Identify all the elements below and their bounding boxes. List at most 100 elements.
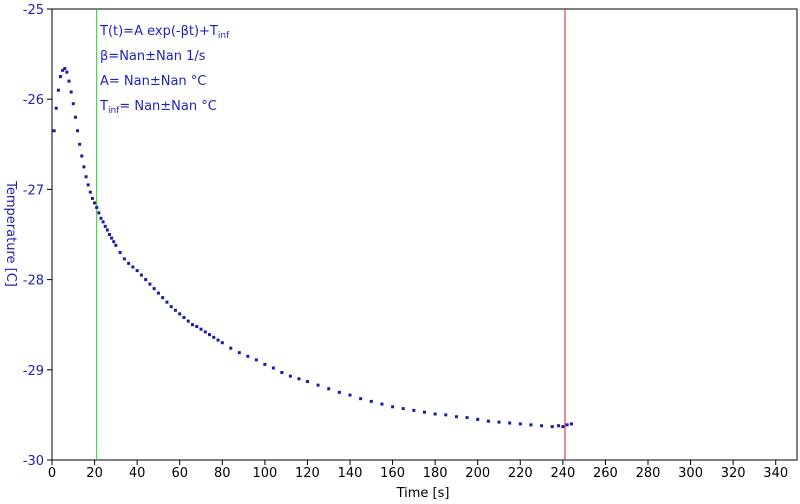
data-point [82, 165, 86, 169]
data-point [88, 190, 92, 194]
y-tick-label: -27 [23, 183, 44, 198]
data-point [67, 79, 71, 83]
data-point [423, 410, 426, 414]
data-point [156, 291, 160, 295]
data-point [550, 425, 554, 429]
data-point [127, 261, 131, 265]
y-tick-label: -26 [23, 93, 44, 108]
x-tick-label: 200 [465, 466, 490, 481]
data-point [148, 282, 152, 286]
data-point [110, 236, 114, 240]
data-point [288, 374, 292, 378]
plot-frame [51, 8, 798, 461]
x-tick-label: 340 [763, 466, 788, 481]
x-tick-label: 280 [636, 466, 661, 481]
data-point [508, 421, 512, 425]
data-point [152, 287, 156, 291]
x-tick-label: 220 [508, 466, 533, 481]
data-point [93, 201, 97, 205]
data-point [486, 419, 490, 423]
fit-formula: T(t)=A exp(-βt)+Tinf [99, 24, 230, 41]
data-point [220, 341, 224, 345]
data-point [135, 269, 139, 273]
data-point [80, 154, 84, 158]
data-point [59, 75, 63, 79]
data-point [229, 346, 233, 350]
data-point [131, 265, 135, 269]
data-point [380, 402, 384, 406]
data-point [337, 390, 341, 394]
data-point [444, 413, 448, 417]
data-point [182, 315, 186, 319]
fit-range-lines [96, 9, 566, 460]
data-point [169, 305, 173, 309]
data-point [465, 416, 469, 420]
data-point [297, 377, 301, 381]
data-point [476, 417, 480, 421]
data-point [216, 338, 220, 342]
data-point [61, 68, 65, 72]
data-point [195, 325, 199, 329]
data-point [305, 380, 309, 384]
data-point [114, 243, 118, 247]
data-point [237, 351, 241, 355]
x-tick-label: 240 [550, 466, 575, 481]
data-point [199, 327, 203, 331]
data-point [540, 424, 544, 428]
data-point [401, 407, 405, 411]
data-point [518, 422, 522, 426]
data-point [203, 330, 207, 334]
data-point [52, 129, 56, 133]
data-point [359, 397, 363, 401]
data-point [186, 319, 190, 323]
data-point [65, 70, 69, 74]
temperature-series [52, 67, 573, 429]
data-point [497, 420, 501, 424]
data-point [105, 228, 109, 232]
data-point [101, 220, 105, 224]
data-point [144, 278, 148, 282]
fit-amplitude: A= Nan±Nan °C [100, 74, 206, 89]
x-tick-label: 0 [48, 466, 56, 481]
x-tick-label: 180 [423, 466, 448, 481]
x-tick-label: 120 [295, 466, 320, 481]
data-point [316, 383, 320, 387]
data-point [90, 196, 94, 200]
data-point [557, 424, 561, 428]
y-tick-label: -25 [23, 3, 44, 18]
x-tick-label: 300 [678, 466, 703, 481]
data-point [190, 323, 194, 327]
x-tick-label: 320 [721, 466, 746, 481]
data-point [122, 257, 126, 261]
data-point [95, 205, 99, 209]
data-point [263, 362, 267, 366]
data-point [54, 106, 58, 110]
data-point [348, 393, 352, 397]
x-tick-label: 100 [252, 466, 277, 481]
data-point [212, 335, 216, 339]
x-tick-label: 160 [380, 466, 405, 481]
data-point [529, 423, 533, 427]
x-axis-title: Time [s] [396, 486, 450, 501]
data-point [56, 88, 60, 92]
data-point [118, 251, 122, 255]
data-point [78, 142, 82, 146]
x-tick-label: 80 [214, 466, 231, 481]
data-point [99, 216, 103, 220]
data-point [165, 300, 169, 304]
data-point [246, 354, 250, 358]
data-point [107, 233, 111, 236]
data-point [327, 387, 331, 391]
data-point [569, 422, 573, 426]
data-point [178, 312, 182, 316]
y-tick-label: -30 [23, 454, 44, 469]
data-point [454, 415, 458, 419]
data-point [173, 308, 177, 312]
y-tick-label: -29 [23, 364, 44, 379]
x-tick-label: 60 [171, 466, 188, 481]
x-tick-label: 20 [86, 466, 103, 481]
data-point [69, 90, 73, 94]
data-point [391, 405, 395, 409]
x-tick-label: 140 [338, 466, 363, 481]
data-point [433, 412, 437, 416]
